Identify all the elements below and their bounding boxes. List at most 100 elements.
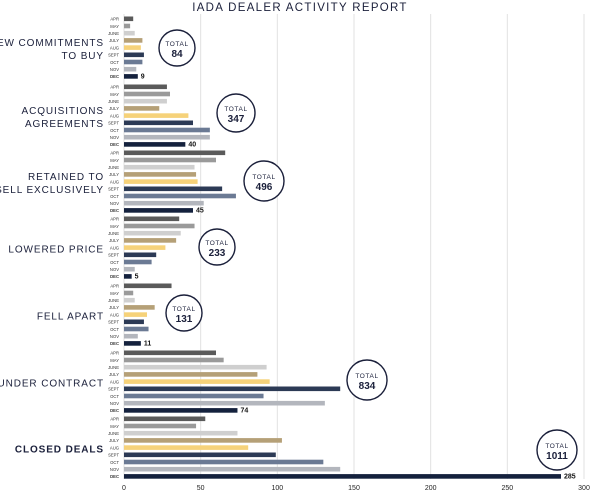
group-4-total-label: TOTAL: [205, 240, 228, 247]
x-tick-label-200: 200: [425, 485, 437, 492]
group-3-bar-july: [124, 172, 197, 177]
group-6-bar-may: [124, 357, 224, 363]
group-2-month-label-oct: OCT: [110, 128, 119, 133]
group-4-bar-nov: [124, 266, 135, 272]
group-4-month-label-dec: DEC: [110, 274, 119, 279]
group-7-total-label: TOTAL: [545, 443, 568, 450]
x-tick-label-100: 100: [271, 485, 283, 492]
group-7-month-label-aug: AUG: [110, 445, 119, 450]
group-6-bar-sept: [124, 386, 341, 392]
group-3-label-line-2: SELL EXCLUSIVELY: [0, 185, 104, 196]
group-4-month-label-nov: NOV: [110, 267, 119, 272]
group-4-label-line-1: LOWERED PRICE: [8, 244, 104, 255]
group-7-month-label-june: JUNE: [108, 431, 119, 436]
group-2-bar-oct: [124, 127, 210, 133]
group-4-bar-june: [124, 230, 181, 236]
group-4-dec-value: 5: [135, 274, 139, 281]
x-tick-label-0: 0: [122, 485, 126, 492]
x-tick-label-150: 150: [348, 485, 360, 492]
group-3-dec-value: 45: [196, 208, 204, 215]
group-1-label-line-2: TO BUY: [62, 51, 104, 62]
group-6-month-label-nov: NOV: [110, 401, 119, 406]
x-tick-label-50: 50: [197, 485, 205, 492]
group-2-bar-sept: [124, 120, 193, 126]
group-2-bar-may: [124, 91, 170, 97]
group-6-month-label-july: JULY: [109, 372, 119, 377]
group-1-month-label-dec: DEC: [110, 74, 119, 79]
group-1-dec-value: 9: [141, 74, 145, 81]
group-6-month-label-june: JUNE: [108, 365, 119, 370]
group-6-bar-aug: [124, 379, 270, 384]
group-4-month-label-oct: OCT: [110, 260, 119, 265]
group-7-month-label-july: JULY: [109, 438, 119, 443]
group-2-bar-nov: [124, 134, 210, 140]
group-4-month-label-apr: APR: [110, 217, 119, 222]
group-5-bar-sept: [124, 319, 144, 325]
group-4-bar-may: [124, 223, 195, 229]
group-1-total-label: TOTAL: [165, 41, 188, 48]
group-5-month-label-june: JUNE: [108, 298, 119, 303]
group-3-total-value: 496: [256, 182, 273, 193]
group-2-month-label-aug: AUG: [110, 113, 119, 118]
group-5-bar-july: [124, 305, 155, 310]
group-5-dec-value: 11: [144, 341, 152, 348]
group-5-month-label-july: JULY: [109, 305, 119, 310]
group-7-bar-july: [124, 438, 282, 443]
group-1-month-label-sept: SEPT: [108, 53, 119, 58]
group-2-label-line-1: ACQUISITIONS: [22, 106, 104, 117]
group-7-bar-aug: [124, 445, 249, 450]
group-4-total-circle: [198, 228, 236, 266]
group-1-month-label-nov: NOV: [110, 67, 119, 72]
group-5-bar-may: [124, 290, 134, 296]
group-5-total-circle: [165, 294, 203, 332]
group-7-month-label-sept: SEPT: [108, 453, 119, 458]
group-2-bar-july: [124, 106, 160, 111]
group-5-bar-oct: [124, 326, 149, 332]
group-6-total-circle: [346, 359, 388, 401]
group-2-total-value: 347: [228, 114, 245, 125]
group-4-month-label-may: MAY: [110, 224, 119, 229]
group-7-total-value: 1011: [546, 451, 568, 462]
group-1-month-label-may: MAY: [110, 24, 119, 29]
group-1-total-circle: [158, 29, 196, 67]
group-6-month-label-apr: APR: [110, 351, 119, 356]
group-6-bar-oct: [124, 393, 264, 399]
group-2-month-label-sept: SEPT: [108, 121, 119, 126]
group-5-bar-apr: [124, 283, 172, 289]
chart-title: IADA DEALER ACTIVITY REPORT: [192, 2, 408, 14]
group-2-bar-june: [124, 98, 167, 104]
group-6-bar-nov: [124, 400, 325, 406]
group-3-month-label-july: JULY: [109, 172, 119, 177]
group-2-month-label-july: JULY: [109, 106, 119, 111]
group-7-bar-sept: [124, 452, 276, 458]
group-5-total-value: 131: [176, 314, 193, 325]
group-1-bar-oct: [124, 59, 143, 65]
group-7-dec-value: 285: [564, 474, 576, 481]
group-6-month-label-dec: DEC: [110, 408, 119, 413]
group-7-month-label-nov: NOV: [110, 467, 119, 472]
group-4-bar-apr: [124, 216, 180, 222]
group-5-month-label-apr: APR: [110, 284, 119, 289]
group-3-bar-dec: [124, 208, 193, 213]
group-4-bar-oct: [124, 259, 152, 265]
group-4-bar-dec: [124, 274, 132, 279]
group-4-total-value: 233: [209, 248, 226, 259]
group-7-bar-oct: [124, 459, 324, 465]
group-3-total-label: TOTAL: [252, 174, 275, 181]
group-3-month-label-sept: SEPT: [108, 187, 119, 192]
group-7-month-label-may: MAY: [110, 424, 119, 429]
group-5-month-label-dec: DEC: [110, 341, 119, 346]
group-7-bar-dec: [124, 474, 561, 479]
group-4-month-label-july: JULY: [109, 238, 119, 243]
group-3-month-label-june: JUNE: [108, 165, 119, 170]
group-5-month-label-oct: OCT: [110, 327, 119, 332]
group-1-bar-nov: [124, 66, 137, 72]
group-1-bar-apr: [124, 16, 134, 22]
group-5-bar-june: [124, 297, 135, 303]
group-2-bar-aug: [124, 113, 189, 118]
group-3-month-label-nov: NOV: [110, 201, 119, 206]
group-7-month-label-dec: DEC: [110, 474, 119, 479]
group-6-month-label-aug: AUG: [110, 379, 119, 384]
group-2-label-line-2: AGREEMENTS: [25, 119, 104, 130]
group-3-bar-apr: [124, 150, 226, 156]
